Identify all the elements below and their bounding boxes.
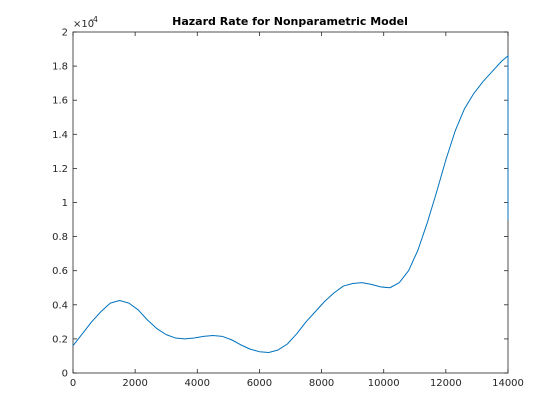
- series-layer: [72, 55, 509, 354]
- plot-area: [72, 31, 509, 374]
- y-tick-label: 1.6: [52, 96, 68, 107]
- y-tick-label: 0.2: [52, 334, 68, 345]
- x-tick-label: 8000: [309, 378, 334, 389]
- x-tick-label: 6000: [247, 378, 272, 389]
- y-tick-label: 0: [62, 369, 68, 380]
- y-axis-ticks: 0 0.2 0.4 0.6 0.8 1 1.2 1.4 1.6 1.8 2: [52, 28, 508, 380]
- y-scale-exponent: -4: [90, 15, 98, 24]
- x-tick-label: 14000: [492, 378, 524, 389]
- chart-title: Hazard Rate for Nonparametric Model: [172, 15, 408, 28]
- x-tick-label: 10000: [368, 378, 400, 389]
- x-tick-label: 2000: [122, 378, 147, 389]
- y-tick-label: 1.8: [52, 62, 68, 73]
- y-tick-label: 1: [62, 198, 68, 209]
- y-tick-label: 1.2: [52, 164, 68, 175]
- y-tick-label: 2: [62, 28, 68, 39]
- y-scale-factor: ×10 -4: [73, 15, 98, 30]
- hazard-rate-series-line: [72, 55, 509, 354]
- x-tick-label: 4000: [185, 378, 210, 389]
- y-scale-label: ×10: [73, 19, 94, 30]
- x-tick-label: 0: [70, 378, 76, 389]
- x-axis-ticks: 0 2000 4000 6000 8000 10000 12000 14000: [70, 32, 524, 389]
- x-tick-label: 12000: [430, 378, 462, 389]
- y-tick-label: 1.4: [52, 130, 68, 141]
- y-tick-label: 0.6: [52, 266, 68, 277]
- y-tick-label: 0.4: [52, 300, 68, 311]
- y-tick-label: 0.8: [52, 232, 68, 243]
